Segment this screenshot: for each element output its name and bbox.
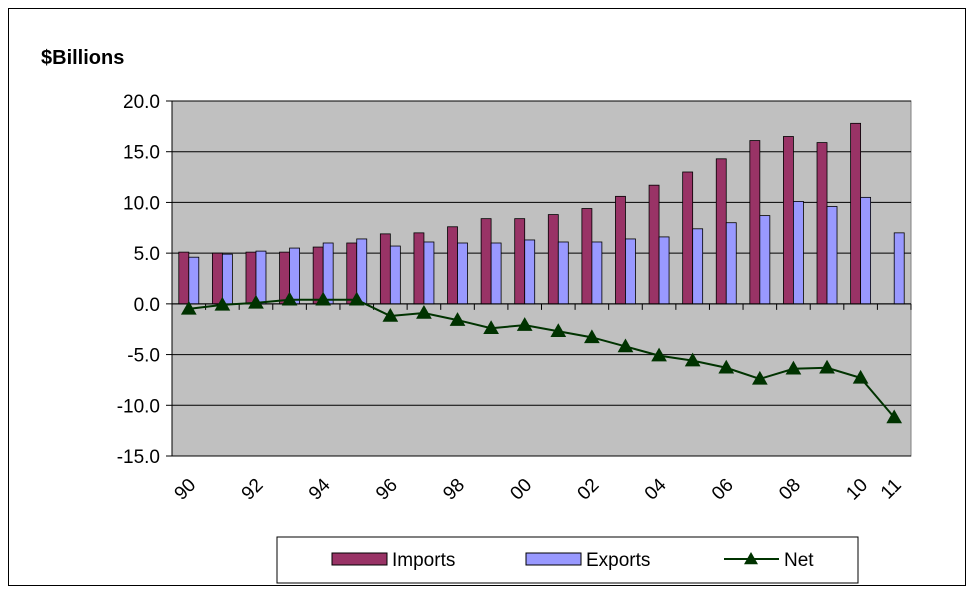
y-tick-label: 20.0	[123, 92, 160, 113]
net-point	[281, 291, 298, 306]
net-point	[516, 317, 533, 331]
exports-bar	[221, 253, 233, 305]
imports-bar	[816, 142, 828, 305]
y-tick-label: -15.0	[117, 447, 160, 468]
exports-bar	[692, 228, 704, 305]
net-point	[348, 291, 365, 306]
imports-bar	[245, 251, 257, 305]
imports-bar	[648, 184, 660, 305]
x-tick-label: 90	[171, 475, 201, 505]
imports-bar	[715, 158, 727, 305]
x-tick-label: 00	[506, 475, 536, 505]
net-legend-marker	[744, 552, 758, 565]
net-point	[315, 291, 332, 306]
x-tick-label: 06	[708, 475, 738, 505]
x-tick-label: 02	[574, 475, 604, 505]
net-point	[584, 329, 600, 344]
y-tick-label: -10.0	[117, 396, 160, 417]
exports-bar	[826, 206, 838, 305]
net-point	[180, 300, 197, 315]
net-point	[785, 360, 802, 375]
net-point	[382, 308, 399, 322]
imports-bar	[547, 214, 559, 305]
x-tick-label: 98	[439, 475, 469, 505]
imports-bar	[480, 218, 492, 305]
y-tick-label: 15.0	[123, 143, 160, 164]
net-point	[214, 296, 231, 311]
x-tick-labels: 90 92 94 96 98 00 02 04 06 08 10 11	[171, 474, 906, 504]
imports-bar	[749, 140, 761, 305]
net-line	[180, 291, 903, 424]
x-tick-label: 08	[775, 475, 805, 505]
net-point	[718, 359, 735, 374]
net-point	[886, 409, 903, 424]
imports-bar	[211, 252, 223, 305]
y-tick-label: 0.0	[134, 295, 160, 316]
x-tick-label: 11	[877, 475, 906, 504]
imports-bar	[581, 208, 593, 305]
exports-bar	[490, 242, 502, 305]
legend: Imports Exports Net	[276, 536, 859, 584]
x-tick-label: 10	[842, 475, 872, 505]
exports-bar	[423, 241, 435, 305]
exports-bar	[557, 241, 569, 305]
exports-legend-swatch	[525, 552, 582, 566]
imports-legend-swatch	[331, 552, 388, 566]
net-point	[651, 347, 667, 362]
exports-bar	[457, 242, 468, 305]
imports-legend-label: Imports	[392, 550, 455, 571]
exports-bar	[658, 236, 670, 305]
y-tick-label: 10.0	[123, 193, 160, 214]
net-point	[248, 294, 264, 309]
net-series-line	[188, 298, 895, 419]
exports-bar	[356, 238, 368, 305]
imports-bar	[682, 171, 694, 305]
exports-bar	[793, 201, 804, 305]
x-tick-label: 04	[641, 474, 671, 504]
imports-bar	[178, 251, 190, 305]
imports-bar	[514, 218, 526, 305]
imports-bar	[379, 233, 391, 305]
net-point	[483, 320, 499, 334]
exports-bar	[860, 196, 872, 305]
exports-bar	[389, 245, 401, 305]
imports-bar	[783, 136, 794, 305]
imports-bar	[413, 232, 425, 305]
x-tick-label: 94	[305, 474, 335, 504]
x-tick-label: 92	[238, 475, 268, 505]
y-tick-labels: 20.0 15.0 10.0 5.0 0.0 -5.0 -10.0 -15.0	[117, 92, 160, 468]
exports-bar	[255, 250, 267, 305]
net-point	[852, 369, 869, 384]
exports-legend-label: Exports	[586, 550, 650, 571]
exports-bar	[725, 222, 737, 305]
y-tick-label: -5.0	[127, 346, 160, 367]
chart-svg: $Billions 20.0 15.0 10.0 5.0 0.0 -5.0 -10.0 -15…	[41, 47, 912, 584]
chart-frame: $Billions 20.0 15.0 10.0 5.0 0.0 -5.0 -10.0 -15…	[8, 8, 966, 586]
net-point	[416, 304, 432, 319]
exports-bar	[188, 256, 200, 305]
y-axis-title: $Billions	[41, 47, 124, 69]
net-point	[550, 323, 567, 337]
net-point	[617, 338, 634, 353]
net-point	[449, 312, 466, 326]
x-tick-label: 96	[372, 475, 402, 505]
net-point	[751, 370, 768, 385]
net-point	[684, 352, 701, 367]
y-tick-label: 5.0	[134, 244, 160, 265]
net-point	[819, 359, 835, 374]
exports-bar	[591, 241, 603, 305]
exports-bar	[524, 239, 536, 305]
net-legend-label: Net	[784, 550, 814, 571]
exports-bar	[625, 238, 636, 305]
exports-bar	[759, 215, 771, 305]
exports-bar	[893, 232, 905, 305]
imports-bar	[615, 195, 626, 305]
imports-bar	[850, 122, 862, 305]
imports-bar	[447, 226, 458, 305]
